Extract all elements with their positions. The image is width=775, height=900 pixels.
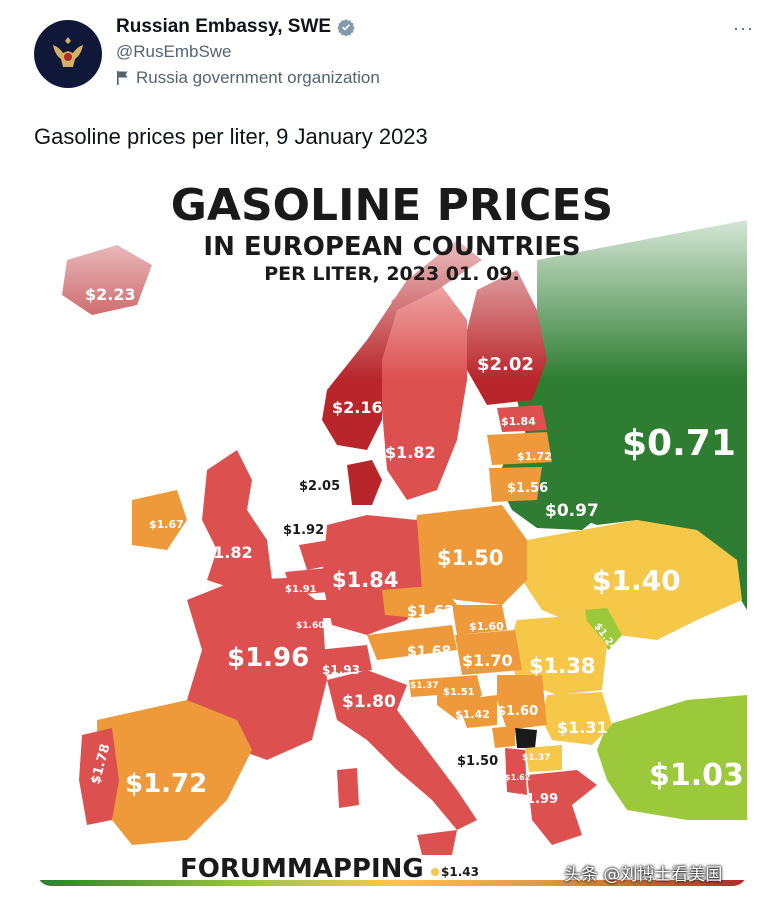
greece-region [527,770,597,845]
price-belarus: $0.97 [545,501,599,521]
price-russia: $0.71 [622,423,736,464]
government-label-text: Russia government organization [136,68,380,87]
hungary-region [455,630,522,675]
price-romania: $1.38 [529,654,595,678]
price-spain: $1.72 [125,769,207,799]
map-image[interactable]: GASOLINE PRICES IN EUROPEAN COUNTRIES PE… [37,180,747,886]
price-uk: $1.82 [202,543,253,562]
lithuania-region [489,467,542,502]
serbia-region [497,675,547,730]
turkey-region [597,695,747,820]
verified-badge-icon [337,19,355,36]
montenegro-region [492,726,515,748]
source-watermark: 头条 @刘博士看美国 [564,865,723,885]
price-hungary: $1.70 [462,651,513,670]
price-slovenia: $1.37 [410,681,438,691]
europe-map: GASOLINE PRICES IN EUROPEAN COUNTRIES PE… [37,180,747,886]
latvia-region [487,432,552,465]
price-norway: $2.16 [332,398,383,417]
moldova-region [585,608,622,650]
price-croatia: $1.51 [443,687,475,698]
ukraine-region [522,520,742,640]
map-date: PER LITER, 2023 01. 09. [264,263,520,285]
price-turkey: $1.03 [649,758,744,793]
price-netherlands: $1.92 [283,523,324,538]
norway-region [322,240,482,450]
price-finland: $2.02 [477,354,534,375]
estonia-region [497,405,547,432]
slovakia-region [452,605,507,635]
price-ireland: $1.67 [149,518,184,531]
sicily-region [417,830,457,855]
eagle-emblem-icon [53,37,83,67]
spain-region [97,700,252,845]
government-label: Russia government organization [116,68,380,88]
account-name[interactable]: Russian Embassy, SWE [116,16,332,37]
account-handle[interactable]: @RusEmbSwe [116,42,232,61]
price-ukraine: $1.40 [592,564,681,597]
color-scale-bar [37,880,747,886]
netherlands-region [299,540,332,570]
poland-region [412,505,527,605]
flag-icon [117,71,128,85]
price-malta: $1.43 [441,865,479,879]
price-iceland: $2.23 [85,285,136,304]
more-options-button[interactable]: ··· [733,18,754,38]
bosnia-region [457,695,497,728]
price-estonia: $1.84 [501,415,536,428]
price-czechia: $1.62 [407,602,454,620]
price-slovakia: $1.60 [469,620,504,633]
price-albania: $1.62 [505,773,530,782]
tweet-text: Gasoline prices per liter, 9 January 202… [34,124,428,149]
tweet-header: Russian Embassy, SWE @RusEmbSwe Russia g… [34,16,754,96]
czechia-region [382,585,457,618]
price-luxembourg: $1.60 [296,621,324,631]
malta-region [431,868,439,876]
price-sweden: $1.82 [385,443,436,462]
denmark-region [347,460,382,505]
ireland-region [132,490,187,550]
price-montenegro: $1.50 [457,754,498,769]
sardinia-region [337,768,359,808]
albania-region [505,748,527,795]
price-bosnia: $1.42 [455,708,490,721]
map-brand: FORUMMAPPING [180,854,424,884]
croatia-region [437,675,482,720]
price-belgium: $1.91 [285,584,317,595]
price-denmark: $2.05 [299,479,340,494]
macedonia-region [525,745,562,772]
slovenia-region [409,678,439,697]
avatar[interactable] [34,20,102,88]
price-germany: $1.84 [332,568,398,592]
price-serbia: $1.60 [497,704,538,719]
price-latvia: $1.72 [517,450,552,463]
uk-region [202,450,272,590]
map-title: GASOLINE PRICES [171,180,613,231]
map-subtitle: IN EUROPEAN COUNTRIES [203,232,580,262]
portugal-region [79,728,119,825]
price-france: $1.96 [227,643,309,673]
price-macedonia: $1.37 [522,753,550,763]
price-bulgaria: $1.31 [557,718,608,737]
kosovo-region [515,728,537,748]
switzerland-region [317,645,372,675]
price-austria: $1.68 [407,644,451,660]
price-italy: $1.80 [342,692,396,712]
italy-region [327,670,477,830]
price-poland: $1.50 [437,546,503,570]
price-switzerland: $1.93 [322,663,360,677]
austria-region [367,625,457,660]
price-greece: $1.99 [517,792,558,807]
price-lithuania: $1.56 [507,481,548,496]
bulgaria-region [542,692,612,745]
